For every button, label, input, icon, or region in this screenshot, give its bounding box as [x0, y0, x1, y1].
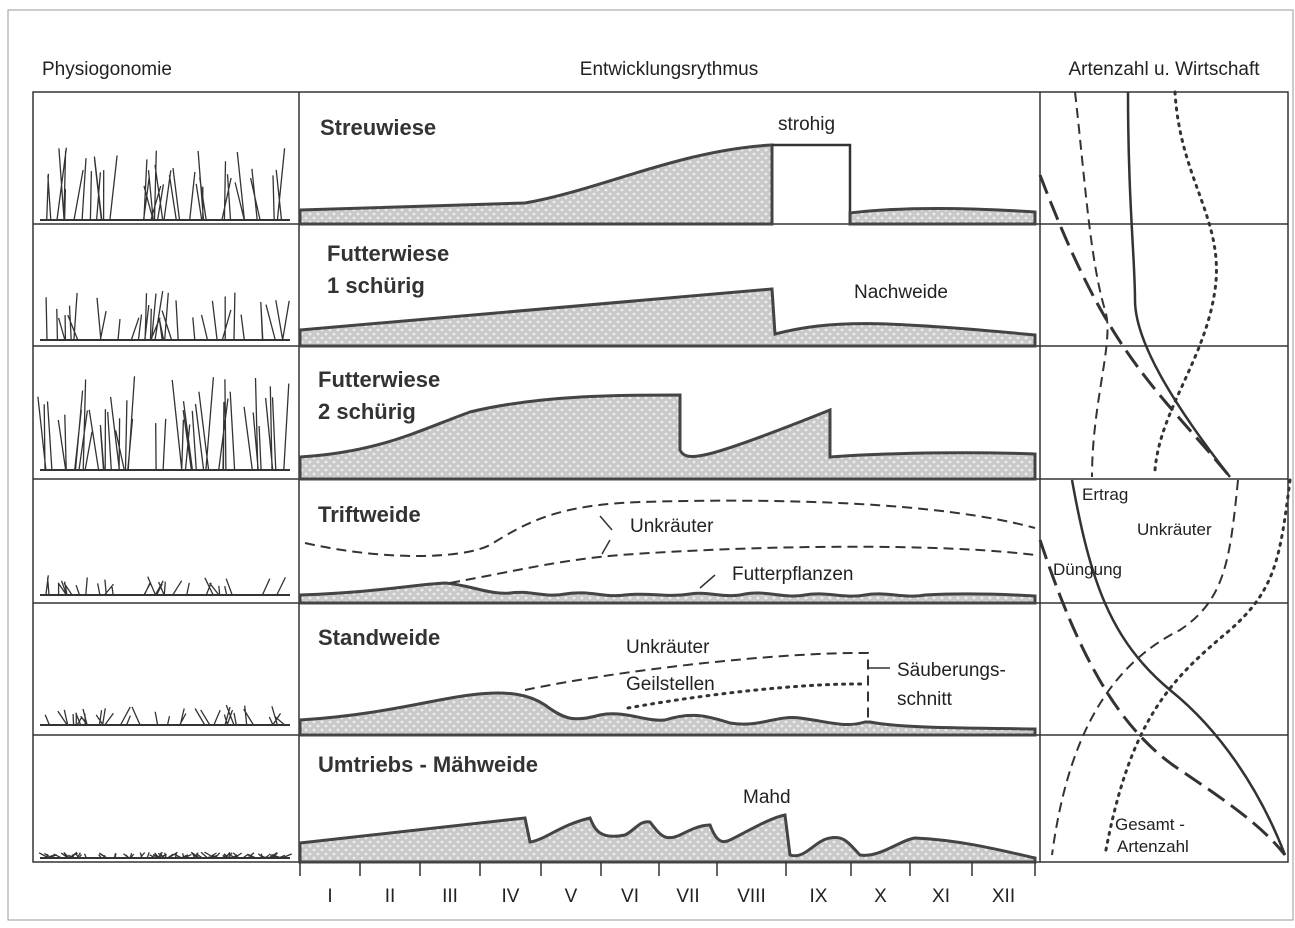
month-label: III — [442, 886, 458, 907]
plant-drawings — [38, 148, 292, 858]
month-label: I — [327, 886, 332, 907]
row-title: Triftweide — [318, 502, 421, 527]
label: Nachweide — [854, 282, 948, 303]
label: Artenzahl — [1117, 837, 1189, 856]
month-label: X — [874, 886, 887, 907]
row-title: Streuwiese — [320, 115, 436, 140]
label: Unkräuter — [630, 516, 714, 537]
label: Mahd — [743, 787, 791, 808]
label: Unkräuter — [626, 637, 710, 658]
row-title: Standweide — [318, 625, 440, 650]
month-label: VII — [676, 886, 699, 907]
grass — [46, 291, 289, 340]
label: Düngung — [1053, 560, 1122, 579]
grass — [39, 852, 292, 858]
month-label: VI — [621, 886, 639, 907]
month-label: IV — [502, 886, 520, 907]
label: Säuberungs- — [897, 660, 1006, 681]
column-header: Artenzahl u. Wirtschaft — [1068, 59, 1260, 80]
month-label: XI — [932, 886, 950, 907]
row-title: Umtriebs - Mähweide — [318, 752, 538, 777]
month-label: VIII — [737, 886, 766, 907]
column-header: Entwicklungsrythmus — [580, 59, 758, 80]
label: Gesamt - — [1115, 815, 1185, 834]
grass — [38, 376, 289, 470]
diagram: Physiogonomie Entwicklungsrythmus Artenz… — [0, 0, 1295, 923]
side-curves — [1040, 92, 1290, 855]
row-title: 1 schürig — [327, 273, 425, 298]
grass — [46, 575, 286, 595]
label: strohig — [778, 114, 835, 135]
month-label: XII — [992, 886, 1015, 907]
label: Ertrag — [1082, 485, 1128, 504]
grass — [47, 148, 285, 220]
label: Unkräuter — [1137, 520, 1212, 539]
label: Futterpflanzen — [732, 564, 853, 585]
month-label: II — [385, 886, 396, 907]
column-header: Physiogonomie — [42, 59, 172, 80]
label: Geilstellen — [626, 674, 715, 695]
month-label: V — [565, 886, 578, 907]
label: schnitt — [897, 689, 953, 710]
grass — [45, 705, 285, 725]
side-labels: Ertrag Unkräuter Düngung Gesamt - Artenz… — [1053, 485, 1212, 856]
month-label: IX — [810, 886, 828, 907]
row-title: Futterwiese — [327, 241, 449, 266]
row-title: Futterwiese — [318, 367, 440, 392]
row-title: 2 schürig — [318, 399, 416, 424]
